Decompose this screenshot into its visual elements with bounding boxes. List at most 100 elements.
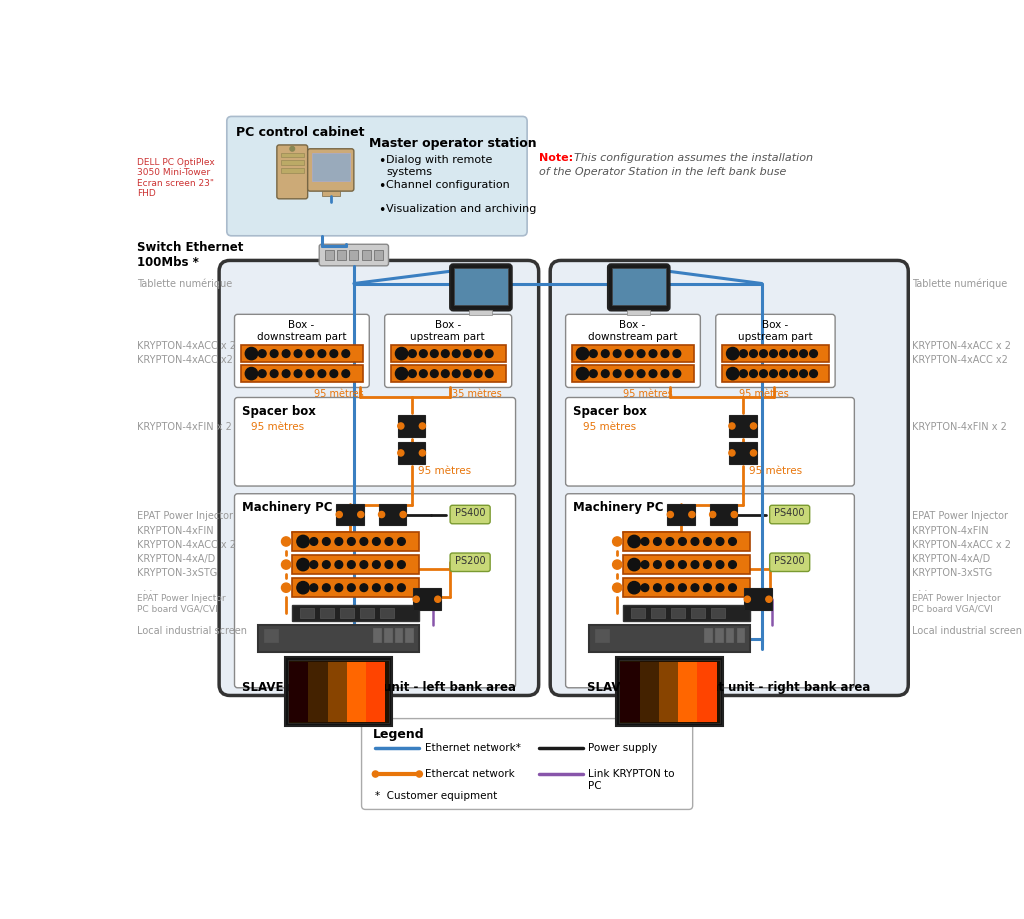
Bar (308, 662, 328, 721)
Bar (710, 504, 737, 526)
Circle shape (691, 538, 698, 545)
Circle shape (413, 596, 419, 602)
Circle shape (297, 536, 309, 548)
Circle shape (395, 368, 408, 380)
Circle shape (679, 538, 686, 545)
Bar (615, 657, 724, 726)
Circle shape (397, 423, 403, 429)
Circle shape (729, 423, 735, 429)
Text: KRYPTON-4xFIN x 2: KRYPTON-4xFIN x 2 (912, 422, 1007, 432)
Text: SLAVE measurement unit - right bank area: SLAVE measurement unit - right bank area (587, 681, 870, 694)
Text: 95 mètres: 95 mètres (624, 389, 673, 399)
Circle shape (419, 449, 425, 456)
Circle shape (760, 350, 767, 357)
Text: 95 mètres: 95 mètres (739, 389, 788, 399)
Bar (373, 629, 381, 642)
Circle shape (385, 538, 393, 545)
Circle shape (323, 538, 330, 545)
Text: Switch Ethernet
100Mbs *: Switch Ethernet 100Mbs * (137, 241, 243, 269)
Bar (360, 607, 374, 618)
Circle shape (360, 538, 368, 545)
FancyBboxPatch shape (451, 505, 490, 524)
Circle shape (590, 350, 597, 357)
Bar (651, 607, 665, 618)
Text: PS400: PS400 (455, 508, 485, 518)
Text: This configuration assumes the installation: This configuration assumes the installat… (574, 153, 813, 163)
Circle shape (750, 369, 758, 378)
Circle shape (397, 449, 403, 456)
Circle shape (294, 350, 302, 357)
FancyBboxPatch shape (550, 260, 908, 696)
Circle shape (666, 538, 674, 545)
FancyBboxPatch shape (385, 314, 512, 388)
Circle shape (668, 512, 674, 517)
Bar (678, 662, 697, 721)
Bar (347, 662, 367, 721)
Circle shape (649, 350, 656, 357)
Bar (729, 415, 757, 437)
Circle shape (347, 584, 355, 592)
Text: DELL PC OptiPlex
3050 Mini-Tower
Ecran screen 23"
FHD: DELL PC OptiPlex 3050 Mini-Tower Ecran s… (137, 158, 214, 199)
Bar (322, 191, 340, 196)
Bar (722, 346, 829, 362)
Bar (325, 250, 334, 260)
Circle shape (360, 584, 368, 592)
Circle shape (419, 423, 425, 429)
Circle shape (258, 369, 266, 378)
Circle shape (246, 368, 258, 380)
Circle shape (385, 584, 393, 592)
Text: KRYPTON-4xACC x2: KRYPTON-4xACC x2 (137, 355, 232, 365)
Circle shape (270, 369, 278, 378)
Circle shape (637, 350, 645, 357)
Text: •: • (379, 179, 386, 193)
Text: 95 mètres: 95 mètres (749, 466, 802, 476)
Bar (328, 662, 347, 721)
Circle shape (628, 559, 640, 571)
FancyBboxPatch shape (226, 117, 527, 236)
Circle shape (485, 369, 493, 378)
Text: Ethercat network: Ethercat network (425, 769, 514, 779)
Text: Dialog with remote
systems: Dialog with remote systems (386, 155, 493, 176)
Circle shape (810, 350, 817, 357)
Text: KRYPTON-4xACC x2: KRYPTON-4xACC x2 (912, 355, 1008, 365)
Circle shape (800, 350, 807, 357)
Bar (715, 629, 723, 642)
Circle shape (283, 369, 290, 378)
Bar (319, 607, 334, 618)
Bar (691, 607, 705, 618)
Circle shape (258, 350, 266, 357)
Bar (374, 250, 383, 260)
Circle shape (673, 350, 681, 357)
Circle shape (800, 369, 807, 378)
Circle shape (601, 350, 609, 357)
Circle shape (435, 596, 441, 602)
Circle shape (323, 561, 330, 569)
Bar (736, 629, 744, 642)
Bar (391, 365, 506, 382)
Circle shape (760, 369, 767, 378)
Text: KRYPTON-4xA/D: KRYPTON-4xA/D (137, 554, 215, 563)
Circle shape (310, 561, 317, 569)
Bar (705, 629, 712, 642)
Circle shape (626, 350, 633, 357)
Bar (361, 250, 371, 260)
Circle shape (373, 584, 380, 592)
Text: of the Operator Station in the left bank buse: of the Operator Station in the left bank… (539, 167, 786, 177)
Text: PS400: PS400 (774, 508, 805, 518)
Bar (624, 555, 751, 573)
Circle shape (282, 537, 291, 546)
Circle shape (464, 350, 471, 357)
Circle shape (270, 350, 278, 357)
Circle shape (744, 596, 751, 602)
Circle shape (310, 538, 317, 545)
Text: KRYPTON-3xSTG: KRYPTON-3xSTG (912, 568, 992, 578)
Bar (281, 168, 304, 173)
Circle shape (397, 538, 406, 545)
Circle shape (464, 369, 471, 378)
Circle shape (779, 369, 787, 378)
Text: Box -
upstream part: Box - upstream part (737, 321, 812, 342)
Bar (589, 625, 751, 652)
Circle shape (342, 369, 349, 378)
Bar (624, 532, 751, 550)
Circle shape (474, 369, 482, 378)
